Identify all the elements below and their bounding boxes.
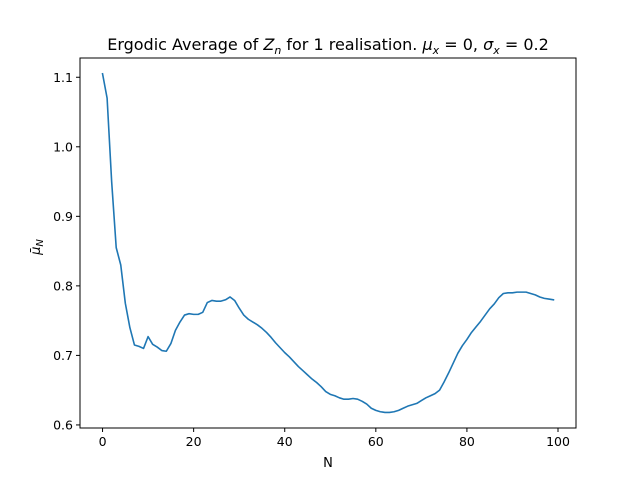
x-tick-label: 60 [368, 434, 384, 449]
x-tick-label: 80 [459, 434, 475, 449]
y-tick-label: 0.6 [53, 417, 73, 432]
x-tick-label: 0 [99, 434, 107, 449]
x-tick-label: 40 [277, 434, 293, 449]
y-tick-label: 0.9 [53, 209, 73, 224]
y-axis: 0.6 0.7 0.8 0.9 1.0 1.1 [53, 70, 80, 432]
y-axis-label: μ̄N [29, 239, 46, 256]
y-tick-label: 0.7 [53, 348, 73, 363]
x-tick-label: 20 [186, 434, 202, 449]
series-line-0 [101, 72, 555, 414]
y-tick-label: 0.8 [53, 278, 73, 293]
y-tick-label: 1.0 [53, 139, 73, 154]
chart-title: Ergodic Average of Zn for 1 realisation.… [107, 35, 549, 57]
x-axis-label: N [323, 456, 333, 471]
x-tick-label: 100 [546, 434, 570, 449]
axes-frame [79, 57, 577, 429]
x-axis: 0 20 40 60 80 100 [99, 428, 570, 449]
plot-area [101, 72, 555, 414]
y-tick-label: 1.1 [53, 70, 73, 85]
